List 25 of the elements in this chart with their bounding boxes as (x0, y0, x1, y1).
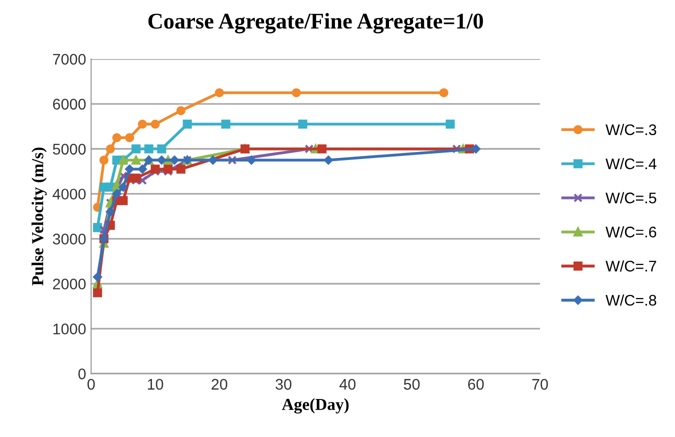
x-axis-title: Age(Day) (282, 398, 349, 414)
y-tick-label: 3000 (52, 234, 86, 244)
y-axis-title: Pulse Velocity (m/s) (32, 148, 47, 286)
x-tick-label: 50 (404, 378, 420, 390)
legend-label: W/C=.7 (606, 260, 656, 272)
x-tick-label: 0 (87, 378, 95, 390)
y-tick-label: 6000 (53, 98, 86, 110)
y-tick-label: 1000 (53, 324, 86, 334)
y-tick-label: 0 (78, 368, 86, 380)
chart-title: Coarse Agregate/Fine Agregate=1/0 (148, 13, 483, 34)
y-tick-label: 4000 (52, 188, 86, 200)
x-tick-label: 30 (276, 378, 292, 390)
x-tick-label: 40 (339, 378, 356, 390)
legend-label: W/C=.8 (606, 294, 656, 306)
x-tick-label: 70 (532, 378, 548, 390)
legend-label: W/C=.3 (606, 124, 656, 136)
x-tick-label: 20 (212, 378, 228, 390)
x-tick-label: 60 (468, 378, 484, 390)
legend-label: W/C=.6 (606, 226, 656, 238)
y-tick-label: 5000 (52, 144, 86, 155)
y-tick-label: 2000 (53, 278, 86, 290)
y-tick-label: 7000 (53, 54, 86, 65)
legend-label: W/C=.4 (606, 158, 656, 170)
x-tick-label: 10 (148, 378, 164, 390)
legend-label: W/C=.5 (606, 192, 656, 204)
